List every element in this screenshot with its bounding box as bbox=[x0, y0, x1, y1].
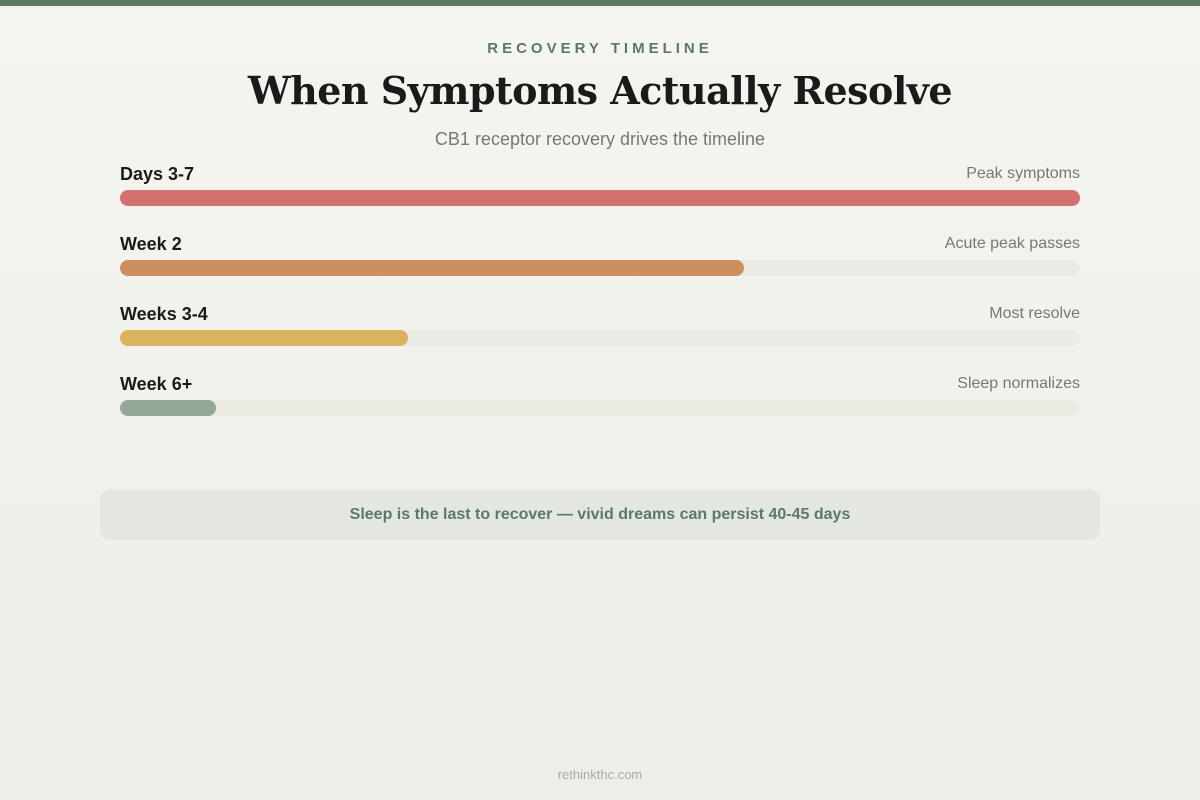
footer-site: rethinkthc.com bbox=[557, 767, 643, 782]
row-label: Days 3-7 bbox=[120, 164, 195, 184]
row-label: Week 6+ bbox=[120, 374, 193, 394]
bar-fill bbox=[120, 190, 1080, 206]
bar-track bbox=[120, 400, 1080, 416]
row-note: Acute peak passes bbox=[944, 235, 1080, 252]
timeline-row: Week 6+ Sleep normalizes bbox=[120, 374, 1080, 424]
bar-fill bbox=[120, 260, 744, 276]
page-title: When Symptoms Actually Resolve bbox=[247, 68, 953, 113]
row-note: Sleep normalizes bbox=[957, 375, 1080, 392]
timeline-row: Week 2 Acute peak passes bbox=[120, 234, 1080, 284]
eyebrow: RECOVERY TIMELINE bbox=[487, 40, 713, 57]
bar-fill bbox=[120, 330, 408, 346]
bar-track bbox=[120, 190, 1080, 206]
row-note: Most resolve bbox=[989, 305, 1080, 322]
bar-track bbox=[120, 260, 1080, 276]
row-label: Weeks 3-4 bbox=[120, 304, 208, 324]
bar-fill bbox=[120, 400, 216, 416]
top-accent-bar bbox=[0, 0, 1200, 6]
subtitle: CB1 receptor recovery drives the timelin… bbox=[434, 129, 766, 149]
bar-track bbox=[120, 330, 1080, 346]
timeline-row: Weeks 3-4 Most resolve bbox=[120, 304, 1080, 354]
row-note: Peak symptoms bbox=[966, 165, 1080, 182]
timeline-row: Days 3-7 Peak symptoms bbox=[120, 164, 1080, 214]
callout: Sleep is the last to recover — vivid dre… bbox=[100, 490, 1100, 540]
row-label: Week 2 bbox=[120, 234, 182, 254]
